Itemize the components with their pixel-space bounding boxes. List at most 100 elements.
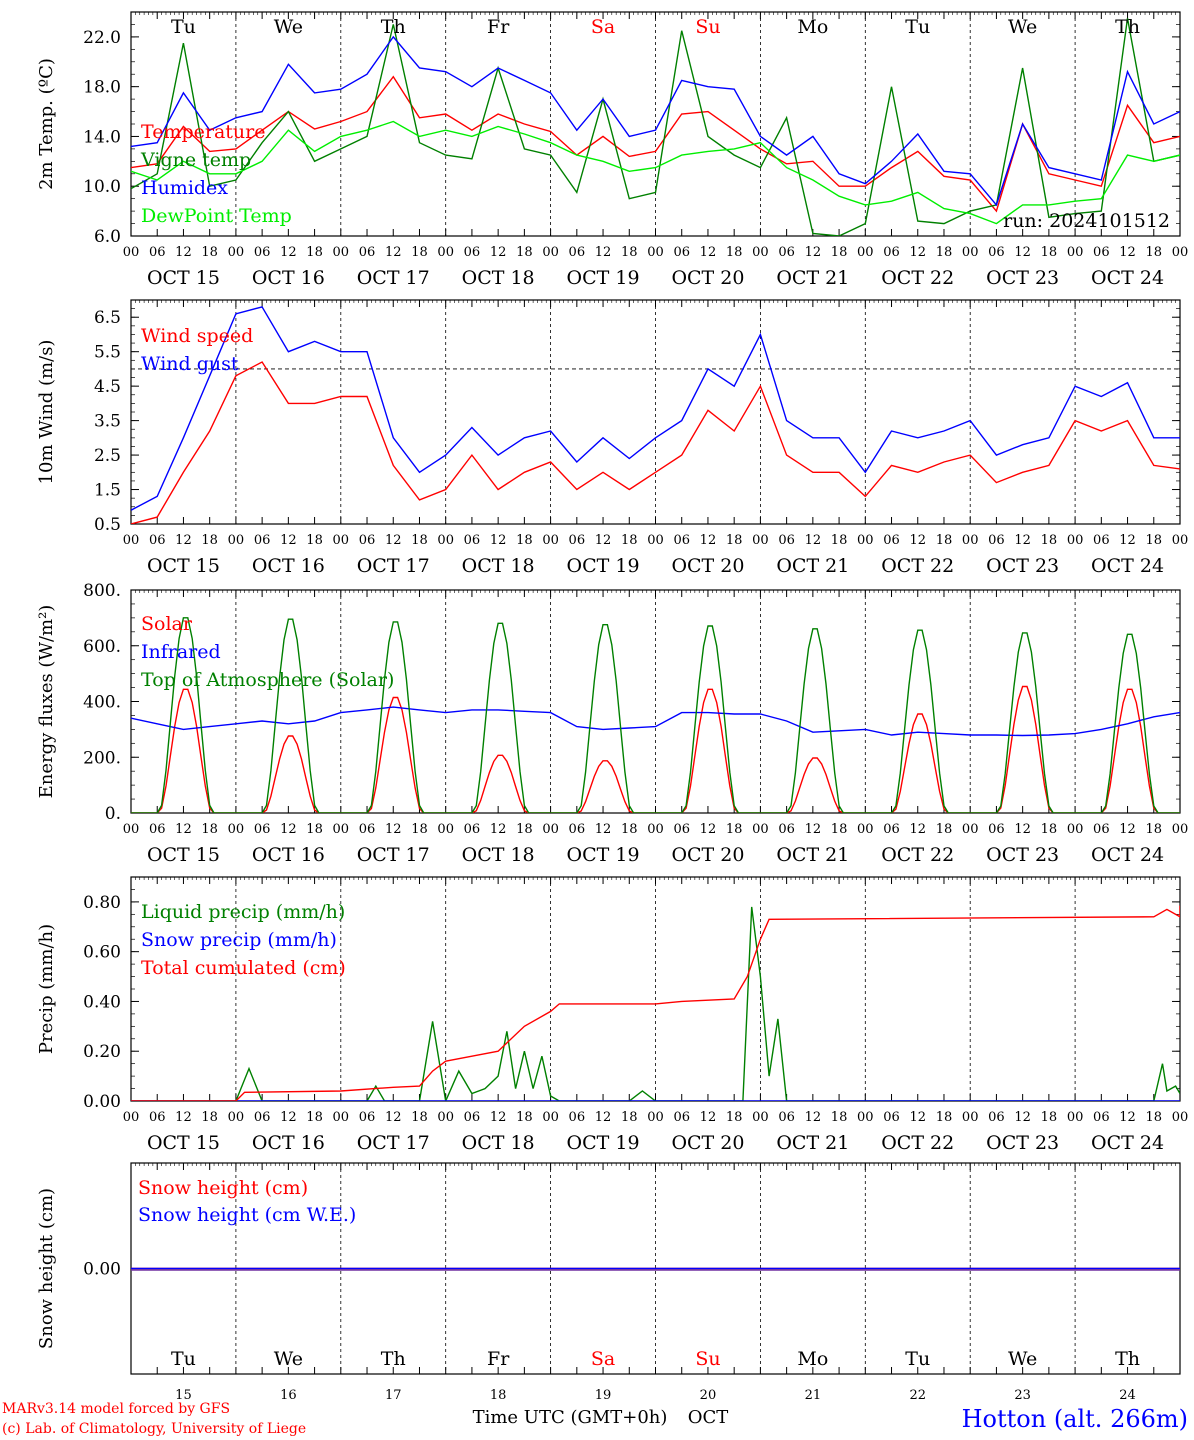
hour-tick-label: 12 xyxy=(490,1110,507,1125)
hour-tick-label: 12 xyxy=(595,822,612,837)
hour-tick-label: 18 xyxy=(831,822,848,837)
hour-tick-label: 18 xyxy=(621,822,638,837)
day-label: Fr xyxy=(487,1348,510,1370)
hour-tick-label: 12 xyxy=(1014,533,1031,548)
date-label: OCT 22 xyxy=(881,1132,954,1154)
date-label: OCT 17 xyxy=(357,555,430,577)
day-label: Su xyxy=(695,16,720,38)
series-group xyxy=(131,617,1180,813)
hour-tick-label: 00 xyxy=(437,245,454,260)
day-number: 22 xyxy=(909,1388,926,1403)
series-group xyxy=(131,905,1180,1101)
hour-tick-label: 18 xyxy=(306,822,323,837)
date-label: OCT 23 xyxy=(986,844,1059,866)
hour-tick-label: 18 xyxy=(411,245,428,260)
date-label: OCT 21 xyxy=(776,1132,849,1154)
hour-tick-label: 12 xyxy=(1119,533,1136,548)
date-label: OCT 20 xyxy=(671,555,744,577)
hour-tick-label: 18 xyxy=(726,1110,743,1125)
hour-tick-label: 18 xyxy=(1041,533,1058,548)
date-label: OCT 21 xyxy=(776,267,849,289)
plot-frame xyxy=(130,589,1181,814)
hour-tick-label: 06 xyxy=(149,822,166,837)
hour-tick-label: 06 xyxy=(673,822,690,837)
date-label: OCT 18 xyxy=(462,267,535,289)
series-group xyxy=(131,306,1180,524)
legend-liquid-precip-mm-h: Liquid precip (mm/h) xyxy=(141,901,345,923)
hour-tick-label: 12 xyxy=(909,533,926,548)
hour-tick-label: 18 xyxy=(306,1110,323,1125)
day-label: Th xyxy=(381,16,406,38)
hour-tick-label: 06 xyxy=(988,533,1005,548)
hour-tick-label: 18 xyxy=(936,822,953,837)
day-label: Tu xyxy=(905,16,930,38)
y-tick-label: 6.5 xyxy=(94,308,121,328)
hour-tick-label: 12 xyxy=(490,822,507,837)
hour-tick-label: 12 xyxy=(280,245,297,260)
hour-tick-label: 00 xyxy=(542,1110,559,1125)
y-tick-label: 0.00 xyxy=(83,1092,121,1112)
hour-tick-label: 00 xyxy=(647,822,664,837)
day-label: Mo xyxy=(797,16,828,38)
date-label: OCT 23 xyxy=(986,1132,1059,1154)
hour-tick-label: 12 xyxy=(595,1110,612,1125)
hour-tick-label: 18 xyxy=(411,533,428,548)
date-label: OCT 24 xyxy=(1091,844,1164,866)
hour-tick-label: 12 xyxy=(595,533,612,548)
hour-tick-label: 18 xyxy=(831,533,848,548)
day-label: Tu xyxy=(171,16,196,38)
hour-tick-label: 18 xyxy=(726,533,743,548)
series-line-temperature xyxy=(131,75,1180,213)
hour-tick-label: 00 xyxy=(123,245,140,260)
series-line-top-of-atmosphere-solar xyxy=(131,617,1180,813)
month-label: OCT xyxy=(688,1407,729,1428)
hour-tick-label: 00 xyxy=(437,1110,454,1125)
hour-tick-label: 18 xyxy=(1041,245,1058,260)
hour-tick-label: 00 xyxy=(333,822,350,837)
legend-vigne-temp: Vigne temp xyxy=(140,149,251,171)
legend-temperature: Temperature xyxy=(141,121,265,143)
day-label: We xyxy=(274,16,303,38)
hour-tick-label: 18 xyxy=(621,1110,638,1125)
hour-tick-label: 18 xyxy=(201,1110,218,1125)
hour-tick-label: 06 xyxy=(464,822,481,837)
date-label: OCT 19 xyxy=(567,555,640,577)
date-label: OCT 17 xyxy=(357,267,430,289)
y-tick-label: 6.0 xyxy=(94,227,121,247)
hour-tick-label: 18 xyxy=(936,533,953,548)
hour-tick-label: 06 xyxy=(673,1110,690,1125)
hour-tick-label: 18 xyxy=(621,245,638,260)
hour-tick-label: 00 xyxy=(857,533,874,548)
hour-tick-label: 06 xyxy=(988,1110,1005,1125)
hour-tick-label: 18 xyxy=(516,533,533,548)
hour-tick-label: 18 xyxy=(621,533,638,548)
hour-tick-label: 18 xyxy=(1041,1110,1058,1125)
hour-tick-label: 12 xyxy=(909,1110,926,1125)
hour-tick-label: 12 xyxy=(805,1110,822,1125)
date-label: OCT 15 xyxy=(147,844,220,866)
hour-tick-label: 00 xyxy=(857,245,874,260)
y-tick-label: 800. xyxy=(83,581,121,601)
hour-tick-label: 00 xyxy=(542,822,559,837)
hour-tick-label: 18 xyxy=(726,822,743,837)
hour-tick-label: 12 xyxy=(909,822,926,837)
hour-tick-label: 06 xyxy=(778,245,795,260)
hour-tick-label: 18 xyxy=(201,822,218,837)
hour-tick-label: 12 xyxy=(700,533,717,548)
y-tick-label: 2.5 xyxy=(94,446,121,466)
hour-tick-label: 18 xyxy=(726,245,743,260)
hour-tick-label: 06 xyxy=(569,533,586,548)
date-label: OCT 17 xyxy=(357,1132,430,1154)
hour-tick-label: 18 xyxy=(936,245,953,260)
hour-tick-label: 18 xyxy=(411,1110,428,1125)
hour-tick-label: 00 xyxy=(123,822,140,837)
hour-tick-label: 12 xyxy=(700,1110,717,1125)
y-axis-label: 10m Wind (m/s) xyxy=(36,340,57,485)
date-label: OCT 16 xyxy=(252,555,325,577)
hour-tick-label: 06 xyxy=(883,533,900,548)
hour-tick-label: 06 xyxy=(359,822,376,837)
series-line-humidex xyxy=(131,35,1180,207)
hour-tick-label: 18 xyxy=(516,245,533,260)
date-label: OCT 24 xyxy=(1091,267,1164,289)
